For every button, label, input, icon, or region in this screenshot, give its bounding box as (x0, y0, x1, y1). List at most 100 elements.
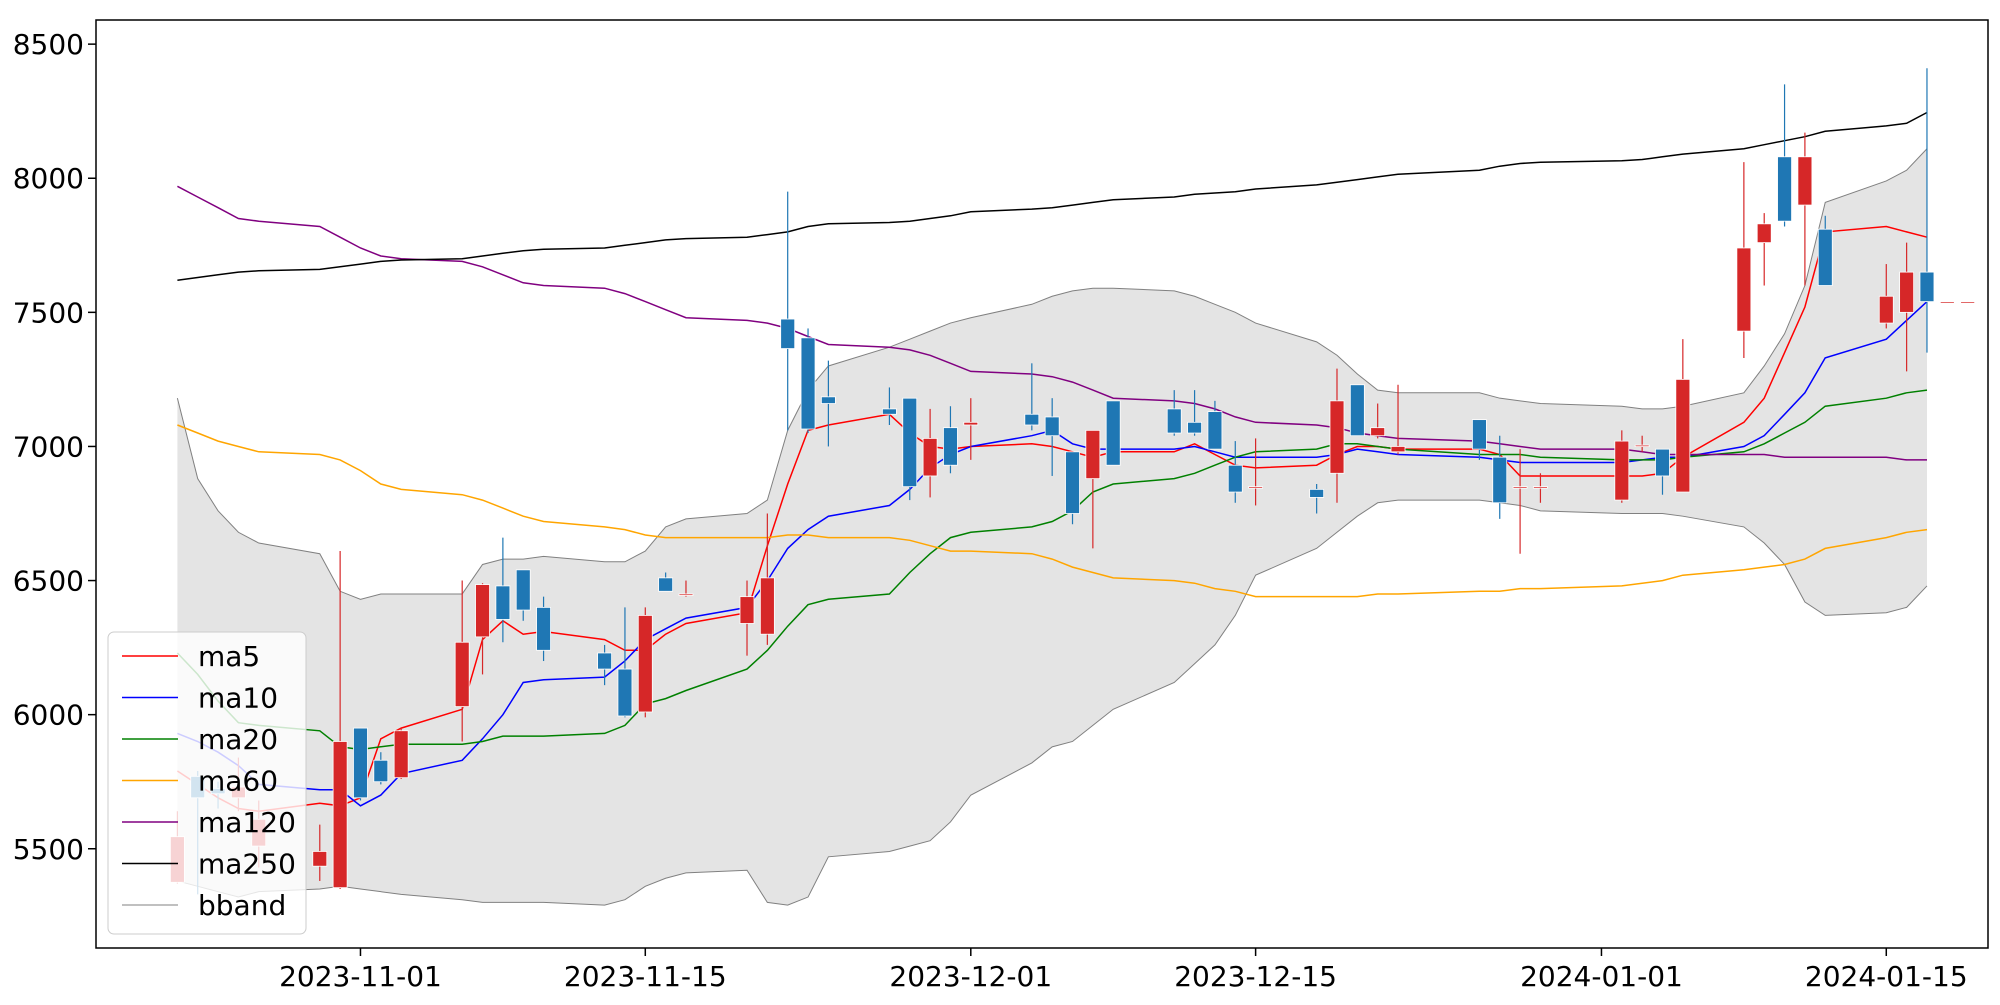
candle (1085, 429, 1101, 549)
candle-body (1634, 444, 1650, 448)
plot-frame (95, 19, 1989, 949)
candle-body (312, 851, 328, 867)
x-tick-label: 2023-12-15 (1174, 960, 1337, 993)
candle-body (393, 730, 409, 779)
candle-body (1187, 421, 1202, 434)
candle-body (373, 759, 389, 783)
candle (312, 824, 328, 881)
candle-body (800, 337, 816, 430)
candle (1471, 419, 1487, 460)
candle-body (1390, 446, 1406, 453)
candle-body (1736, 247, 1752, 332)
candle-body (678, 593, 694, 596)
y-tick-label: 8000 (13, 162, 84, 195)
candle (475, 583, 490, 675)
y-tick-label: 6500 (13, 565, 84, 598)
candle-body (1675, 378, 1691, 493)
candle (1614, 430, 1630, 503)
series-line-ma20 (176, 389, 1928, 751)
candle (882, 387, 897, 425)
candle-body (820, 396, 836, 404)
candle (1777, 84, 1792, 227)
candle-body (922, 438, 938, 477)
candle (1207, 400, 1223, 450)
x-tick-label: 2023-12-01 (889, 960, 1052, 993)
series-line-ma60 (177, 424, 1928, 598)
candle-body (1207, 411, 1223, 450)
candle (1655, 448, 1670, 495)
candle-body (1797, 156, 1813, 206)
candle-body (1370, 427, 1386, 437)
candle (1533, 473, 1548, 503)
candle (1492, 435, 1508, 519)
x-axis: 2023-11-01 2023-11-15 2023-12-01 2023-12-15… (279, 948, 1968, 993)
candle (1187, 390, 1202, 436)
candle (658, 572, 674, 592)
candle-body (1919, 271, 1935, 303)
candle (1309, 484, 1325, 514)
candle-body (759, 577, 775, 635)
candle-body (617, 668, 633, 717)
candle (1044, 398, 1060, 476)
candle (617, 607, 633, 718)
candle (963, 398, 979, 460)
series-line-ma250 (177, 111, 1928, 281)
candle-body (1471, 419, 1487, 450)
candle-body (1349, 384, 1365, 437)
candle-body (332, 741, 348, 889)
candle-body (1044, 416, 1060, 437)
candle (637, 607, 653, 718)
candle-body (1939, 301, 1955, 304)
candle-body (1166, 408, 1182, 434)
legend-label-ma60: ma60 (198, 765, 278, 798)
candle (739, 580, 755, 656)
candle (515, 569, 531, 621)
candle-body (1085, 429, 1101, 480)
candle-body (1227, 464, 1243, 493)
x-tick-label: 2023-11-15 (564, 960, 727, 993)
candle (1227, 441, 1243, 503)
candle (1797, 132, 1813, 286)
legend-label-ma120: ma120 (198, 806, 296, 839)
y-tick-label: 5500 (13, 833, 84, 866)
candle (1329, 368, 1345, 503)
candle-body (495, 585, 511, 620)
candle (1675, 339, 1691, 493)
candle (759, 513, 775, 645)
candle-body (637, 615, 653, 713)
candle-body (1105, 400, 1121, 466)
candle-body (1248, 486, 1264, 489)
bband-fill (177, 148, 1927, 906)
candle-body (943, 427, 958, 466)
candle-body (780, 318, 796, 349)
candle (1634, 435, 1650, 452)
legend-label-ma5: ma5 (198, 640, 260, 673)
candle-body (963, 421, 979, 426)
candle (1390, 384, 1406, 455)
candle-body (658, 577, 674, 592)
candle-body (739, 596, 755, 624)
candle (1736, 162, 1752, 358)
bollinger-band-layer (176, 148, 1928, 906)
candle (1817, 215, 1833, 286)
candle (1878, 264, 1894, 329)
legend-label-bband: bband (198, 889, 286, 922)
candle (780, 191, 796, 431)
candle-body (1777, 156, 1792, 222)
candle (1105, 400, 1121, 466)
y-tick-label: 8500 (13, 28, 84, 61)
y-axis: 5500 6000 6500 7000 7500 8000 8500 (13, 28, 96, 866)
legend-label-ma10: ma10 (198, 682, 278, 715)
candle (820, 360, 836, 447)
candle-body (536, 606, 551, 651)
legend-box (107, 631, 307, 935)
candle (536, 596, 551, 662)
candle-body (1878, 295, 1894, 324)
candle-body (1756, 223, 1772, 244)
candle (1065, 451, 1080, 525)
candle-body (1065, 451, 1080, 514)
candle-body (515, 569, 531, 611)
candle (922, 408, 938, 498)
candle-body (1614, 440, 1630, 501)
